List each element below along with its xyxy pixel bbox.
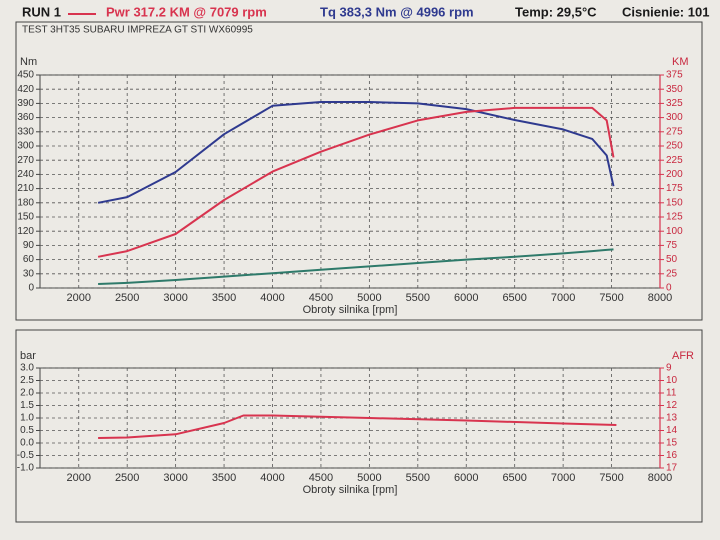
y2-tick-label: 100 [666, 226, 683, 237]
y-tick-label: 2.5 [20, 375, 34, 386]
x-tick-label: 3000 [163, 472, 187, 484]
y-tick-label: 420 [17, 84, 34, 95]
y2-tick-label: 175 [666, 183, 683, 194]
data-line [98, 248, 614, 285]
y-tick-label: 450 [17, 70, 34, 81]
y-tick-label: 180 [17, 197, 34, 208]
x-axis-title: Obroty silnika [rpm] [303, 304, 398, 316]
y2-tick-label: 16 [666, 450, 678, 461]
y2-tick-label: 14 [666, 425, 678, 436]
x-tick-label: 6000 [454, 292, 478, 304]
y2-tick-label: 225 [666, 155, 683, 166]
y2-tick-label: 50 [666, 254, 678, 265]
run-label: RUN 1 [22, 4, 61, 19]
y-axis-title: Nm [20, 56, 37, 68]
x-tick-label: 2000 [67, 292, 91, 304]
x-tick-label: 2500 [115, 292, 139, 304]
y2-tick-label: 11 [666, 388, 677, 399]
top-panel-frame [15, 21, 703, 321]
y2-tick-label: 10 [666, 375, 678, 386]
y-tick-label: 330 [17, 126, 34, 137]
y-axis-title: bar [20, 350, 36, 362]
y-tick-label: -1.0 [17, 463, 35, 474]
y-tick-label: -0.5 [17, 450, 35, 461]
y-tick-label: 240 [17, 169, 34, 180]
data-line [97, 106, 615, 258]
x-tick-label: 8000 [648, 292, 672, 304]
x-tick-label: 7000 [551, 292, 575, 304]
y2-axis-title: KM [672, 56, 689, 68]
y-tick-label: 120 [17, 226, 34, 237]
y2-tick-label: 17 [666, 463, 678, 474]
y2-tick-label: 150 [666, 197, 683, 208]
y-tick-label: 300 [17, 141, 34, 152]
y-tick-label: 390 [17, 98, 34, 109]
x-tick-label: 6000 [454, 472, 478, 484]
data-line [98, 414, 617, 439]
y2-tick-label: 200 [666, 169, 683, 180]
temperature: Temp: 29,5°C [515, 4, 597, 19]
bottom-panel-frame [15, 329, 703, 523]
x-tick-label: 2500 [115, 472, 139, 484]
x-tick-label: 2000 [67, 472, 91, 484]
data-line [97, 101, 615, 204]
y-tick-label: 1.0 [20, 413, 34, 424]
y2-tick-label: 25 [666, 268, 678, 279]
y-tick-label: 0 [28, 283, 34, 294]
y-tick-label: 0.0 [20, 438, 34, 449]
y-tick-label: 360 [17, 112, 34, 123]
y-tick-label: 3.0 [20, 363, 34, 374]
y-tick-label: 60 [23, 254, 35, 265]
y2-tick-label: 0 [666, 283, 672, 294]
x-tick-label: 6500 [502, 472, 526, 484]
y2-tick-label: 13 [666, 413, 678, 424]
x-tick-label: 7500 [599, 472, 623, 484]
x-tick-label: 6500 [502, 292, 526, 304]
y2-tick-label: 9 [666, 363, 672, 374]
y2-tick-label: 125 [666, 212, 683, 223]
x-tick-label: 7500 [599, 292, 623, 304]
y2-tick-label: 15 [666, 438, 678, 449]
x-tick-label: 5000 [357, 292, 381, 304]
x-axis-title: Obroty silnika [rpm] [303, 484, 398, 496]
y-tick-label: 90 [23, 240, 35, 251]
y-tick-label: 210 [17, 183, 34, 194]
x-tick-label: 5500 [406, 292, 430, 304]
y-tick-label: 150 [17, 212, 34, 223]
x-tick-label: 5000 [357, 472, 381, 484]
y2-tick-label: 325 [666, 98, 683, 109]
x-tick-label: 3000 [163, 292, 187, 304]
x-tick-label: 5500 [406, 472, 430, 484]
power-summary: Pwr 317.2 KM @ 7079 rpm [106, 4, 267, 19]
y-tick-label: 2.0 [20, 388, 34, 399]
y2-tick-label: 250 [666, 141, 683, 152]
y2-tick-label: 12 [666, 400, 678, 411]
x-tick-label: 4000 [260, 472, 284, 484]
y-tick-label: 270 [17, 155, 34, 166]
subtitle: TEST 3HT35 SUBARU IMPREZA GT STI WX60995 [22, 25, 253, 36]
x-tick-label: 4000 [260, 292, 284, 304]
y2-tick-label: 375 [666, 70, 683, 81]
x-tick-label: 4500 [309, 292, 333, 304]
y2-axis-title: AFR [672, 350, 694, 362]
y-tick-label: 30 [23, 268, 35, 279]
x-tick-label: 4500 [309, 472, 333, 484]
x-tick-label: 3500 [212, 472, 236, 484]
y-tick-label: 1.5 [20, 400, 34, 411]
torque-summary: Tq 383,3 Nm @ 4996 rpm [320, 4, 474, 19]
x-tick-label: 3500 [212, 292, 236, 304]
y2-tick-label: 300 [666, 112, 683, 123]
y2-tick-label: 75 [666, 240, 678, 251]
y2-tick-label: 275 [666, 126, 683, 137]
pressure: Cisnienie: 101 [622, 4, 709, 19]
y-tick-label: 0.5 [20, 425, 34, 436]
x-tick-label: 8000 [648, 472, 672, 484]
y2-tick-label: 350 [666, 84, 683, 95]
x-tick-label: 7000 [551, 472, 575, 484]
